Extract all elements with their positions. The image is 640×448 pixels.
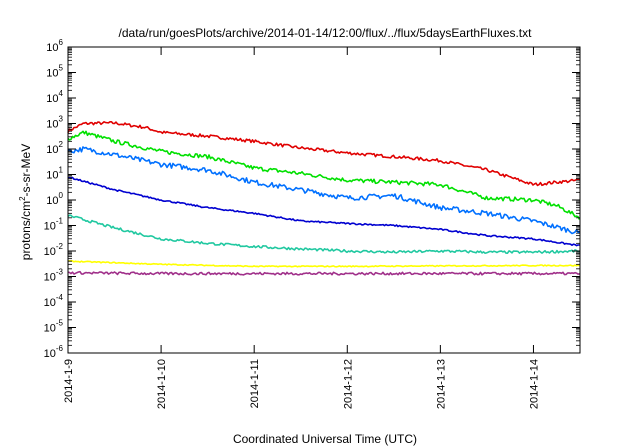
series-line-2 [67,130,581,220]
y-tick-label: 106 [46,38,63,54]
plot-frame [67,46,581,354]
y-tick-label: 10-3 [44,268,64,284]
y-tick-label: 10-2 [44,242,64,258]
y-tick-label: 104 [46,89,63,105]
series-line-4 [67,176,580,247]
y-tick-label: 10-1 [44,217,64,233]
series-line-3 [67,146,580,235]
series-layer [67,121,581,276]
x-tick-label: 2014-1-14 [528,359,540,409]
x-tick-label: 2014-1-10 [156,359,168,409]
series-line-5 [67,214,580,254]
svg-text:protons/cm2-s-sr-MeV: protons/cm2-s-sr-MeV [18,144,33,260]
x-tick-label: 2014-1-9 [63,359,75,403]
x-tick-label: 2014-1-13 [435,359,447,409]
y-axis-label: protons/cm2-s-sr-MeV [18,144,33,260]
y-tick-label: 102 [46,140,63,156]
axis-layer: 10-6 10-5 10-4 10-3 10-2 10-1 100 101 102 103 104 1… [44,38,580,409]
y-tick-label: 101 [46,166,63,182]
y-tick-label: 100 [46,191,63,207]
x-tick-label: 2014-1-11 [249,359,261,408]
y-tick-label: 10-4 [44,293,64,309]
x-tick-label: 2014-1-12 [342,359,354,409]
y-axis-label-suffix: -s-sr-MeV [19,144,33,197]
y-axis-label-prefix: protons/cm [19,201,33,260]
series-line-1 [67,121,580,187]
chart-title: /data/run/goesPlots/archive/2014-01-14/1… [119,26,533,40]
series-line-7 [67,270,580,276]
y-tick-label: 10-5 [44,319,64,335]
x-axis-label: Coordinated Universal Time (UTC) [233,432,417,446]
y-tick-label: 10-6 [44,344,64,360]
series-line-6 [68,260,580,268]
y-axis-label-sup: 2 [18,196,27,201]
y-tick-label: 103 [46,115,63,131]
y-tick-label: 105 [46,64,63,80]
